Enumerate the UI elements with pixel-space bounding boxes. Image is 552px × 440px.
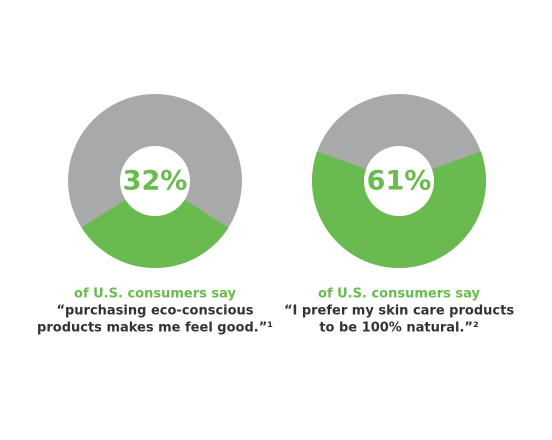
donut-hole (364, 146, 434, 216)
caption-line: “purchasing eco-conscious (56, 304, 253, 319)
donut-segment (312, 151, 486, 268)
donut-segment (81, 199, 229, 268)
caption-line: products makes me feel good.”¹ (37, 321, 273, 336)
center-label: 61% (367, 166, 432, 197)
caption-line: to be 100% natural.”² (319, 321, 478, 336)
donut-hole (120, 146, 190, 216)
caption-line: “I prefer my skin care products (284, 304, 514, 319)
center-label: 32% (123, 166, 188, 197)
caption-line: of U.S. consumers say (74, 287, 236, 302)
caption-line: of U.S. consumers say (318, 287, 480, 302)
